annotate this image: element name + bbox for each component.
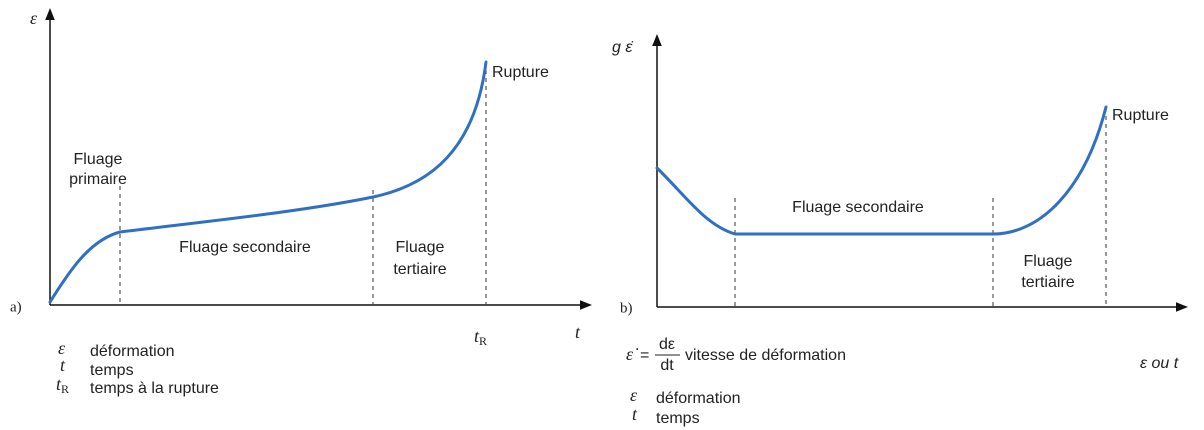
panel-label: b): [620, 300, 633, 316]
legend-symbol: t: [60, 355, 66, 375]
x-axis-label: t: [575, 322, 581, 342]
y-axis-label: ε: [30, 8, 38, 28]
legend-symbol: ε: [58, 338, 66, 358]
rate-symbol: ε̇: [626, 344, 639, 364]
legend-text: temps à la rupture: [90, 380, 219, 397]
region-label: Fluage secondaire: [792, 199, 924, 216]
x-marker: tR: [474, 326, 487, 348]
rate-text: vitesse de déformation: [685, 347, 846, 364]
panel-label: a): [10, 299, 22, 315]
legend-text: temps: [656, 410, 700, 427]
region-label: Fluage: [74, 151, 123, 168]
fraction-denominator: dt: [660, 357, 674, 374]
panel-b: g ε̇ ε ou t b) Fluage secondaire Fluage …: [612, 34, 1188, 427]
region-label: primaire: [69, 171, 127, 188]
x-axis-label: ε ou t: [1140, 355, 1179, 372]
y-axis-label: g ε̇: [612, 39, 633, 56]
fraction-numerator: dε: [659, 336, 675, 353]
legend-symbol: tR: [56, 374, 69, 396]
region-label: Fluage: [396, 239, 445, 256]
region-label: tertiaire: [393, 261, 446, 278]
legend-symbol: ε: [630, 385, 638, 405]
legend-text: temps: [90, 362, 134, 379]
legend-text: déformation: [656, 390, 741, 407]
rupture-label: Rupture: [492, 64, 549, 81]
legend-text: déformation: [90, 343, 175, 360]
rupture-label: Rupture: [1112, 107, 1169, 124]
equals: =: [640, 347, 649, 364]
region-label: tertiaire: [1021, 274, 1074, 291]
region-label: Fluage: [1024, 253, 1073, 270]
legend-symbol: t: [632, 404, 638, 424]
panel-a: ε t tR a) Fluage primaire Fluage seconda…: [10, 7, 592, 397]
creep-curve: [48, 60, 488, 304]
rate-curve: [655, 105, 1108, 236]
region-label: Fluage secondaire: [179, 239, 311, 256]
